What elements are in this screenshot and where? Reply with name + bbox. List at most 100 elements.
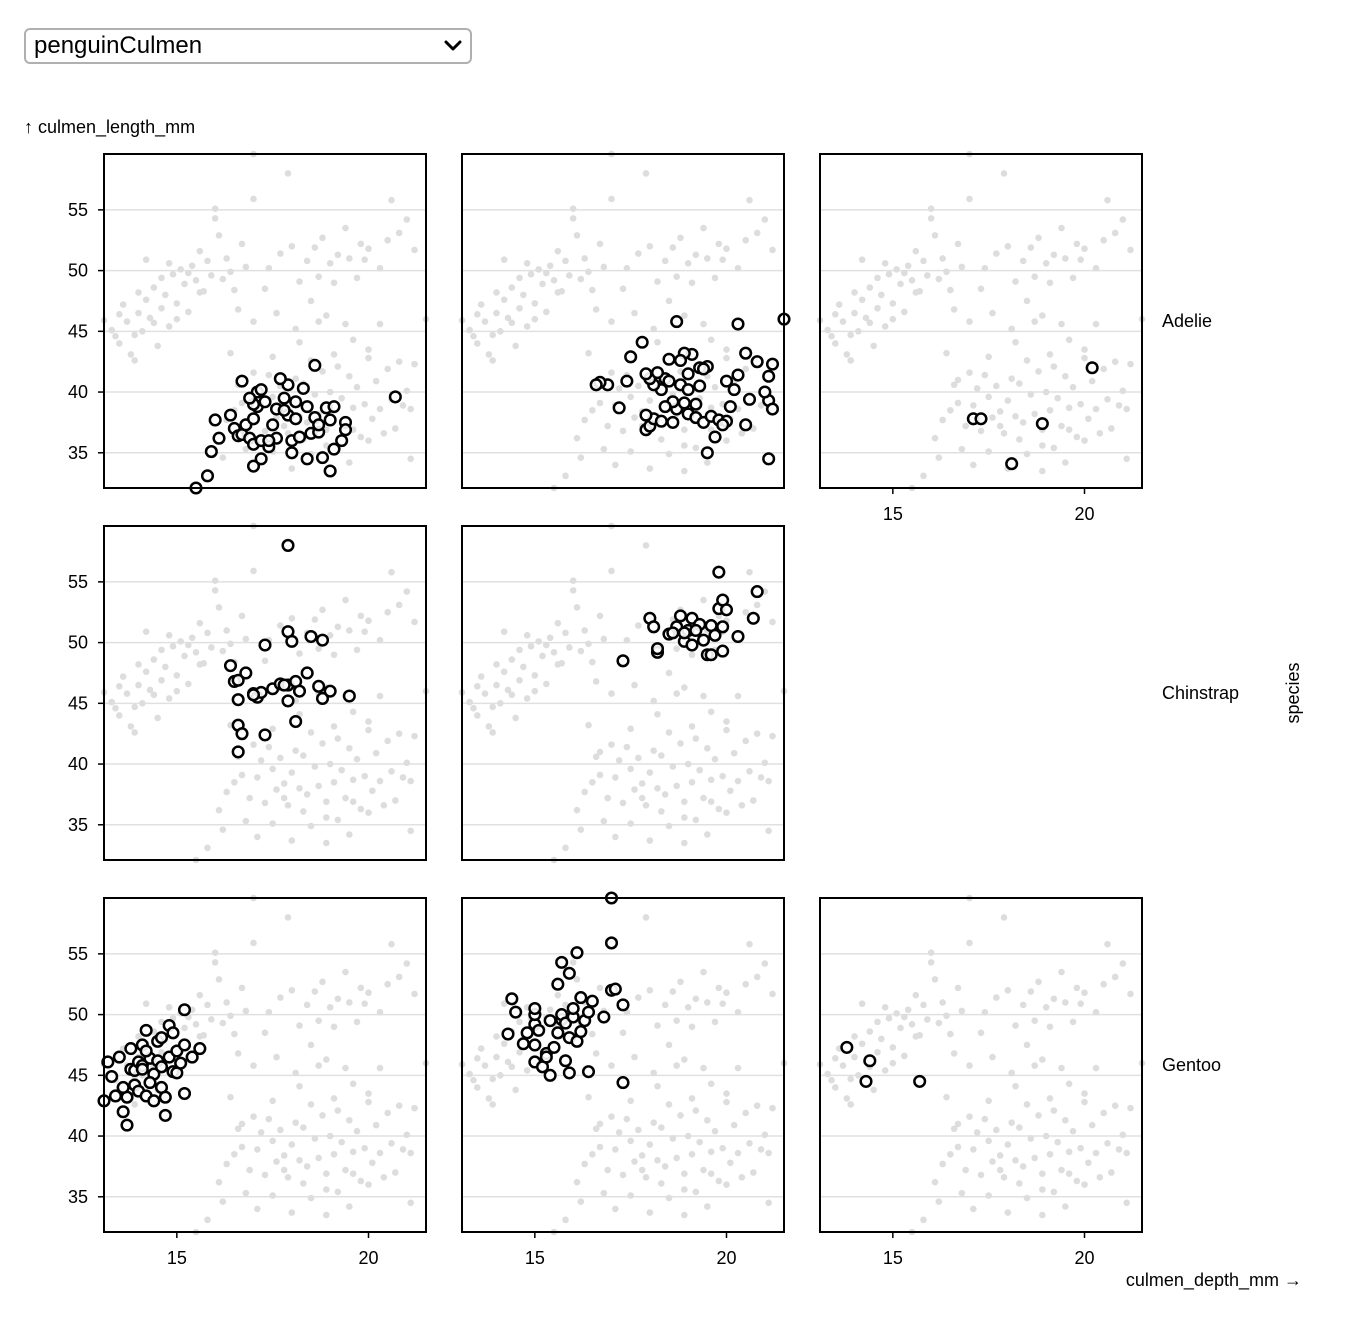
background-point [608,939,615,947]
background-point [1058,1166,1065,1174]
background-point [1069,1127,1077,1135]
background-point [470,1076,477,1084]
background-point [346,627,353,634]
background-point [780,315,788,323]
background-point [323,684,330,691]
background-point [399,1146,407,1153]
background-point [516,304,523,312]
data-point [292,430,307,444]
data-point [662,352,676,366]
data-point [700,446,714,460]
background-point [349,1170,357,1178]
background-point [1062,372,1069,380]
background-point [269,448,276,455]
background-point [376,1064,384,1072]
background-point [1023,1194,1031,1202]
data-point [243,431,257,445]
dataset-select[interactable]: penguinCulmen [24,28,472,64]
background-point [277,754,284,762]
panel-adelie-1 [458,150,791,492]
background-point [1100,1109,1107,1117]
background-point [761,759,769,767]
data-point [505,992,519,1006]
data-point [319,401,333,415]
background-point [642,170,650,177]
background-point [162,1035,169,1043]
background-point [927,949,935,956]
background-point [596,748,604,756]
background-point [592,1125,600,1133]
background-point [1019,1001,1027,1009]
data-point [116,1105,130,1119]
data-point [185,1050,199,1064]
background-point [131,331,138,339]
background-point [612,774,619,781]
background-point [562,472,569,480]
background-point [238,1143,246,1151]
background-point [211,577,219,584]
data-point [177,1086,192,1101]
background-point [158,304,165,312]
background-point [661,1001,669,1009]
background-point [334,735,342,742]
background-point [250,369,257,376]
data-point [673,609,688,623]
background-point [477,673,485,680]
data-point [239,418,253,432]
background-point [1073,984,1081,992]
background-point [1046,279,1054,287]
background-point [635,250,642,257]
panel-frame [103,153,427,489]
background-point [692,251,700,259]
background-point [711,646,719,654]
background-point [901,1052,908,1060]
background-point [723,1090,730,1097]
background-point [208,644,215,651]
background-point [169,642,177,650]
background-point [500,1000,508,1007]
background-point [581,1160,588,1168]
background-point [765,455,772,463]
background-point [612,402,619,409]
background-point [392,425,399,432]
background-point [395,973,403,981]
background-point [931,434,939,442]
data-point [277,678,291,692]
data-point [666,415,680,429]
data-point [712,565,726,579]
data-point [189,481,203,495]
background-point [1092,320,1100,328]
background-point [753,229,761,237]
background-point [1016,1180,1023,1187]
background-point [719,400,726,408]
background-point [384,236,391,244]
background-point [1023,357,1031,364]
background-point [135,289,142,296]
background-point [943,1093,950,1101]
data-point [712,413,726,427]
background-point [635,382,642,390]
background-point [493,1033,500,1040]
background-point [280,794,288,802]
background-point [757,774,765,781]
background-point [658,1180,665,1187]
data-point [555,1008,569,1022]
background-point [334,1188,342,1196]
data-point [762,452,776,466]
panel-frame [461,525,785,861]
data-point [1035,417,1049,431]
background-point [508,1063,516,1071]
background-point [723,437,730,444]
background-point [481,690,489,697]
data-point [685,638,699,652]
background-point [277,994,284,1001]
background-point [673,1154,680,1162]
background-point [627,765,634,773]
background-point [388,568,395,576]
background-point [977,1171,985,1179]
background-point [780,687,788,695]
background-point [142,668,150,676]
data-point [604,936,619,950]
background-point [1123,455,1130,463]
